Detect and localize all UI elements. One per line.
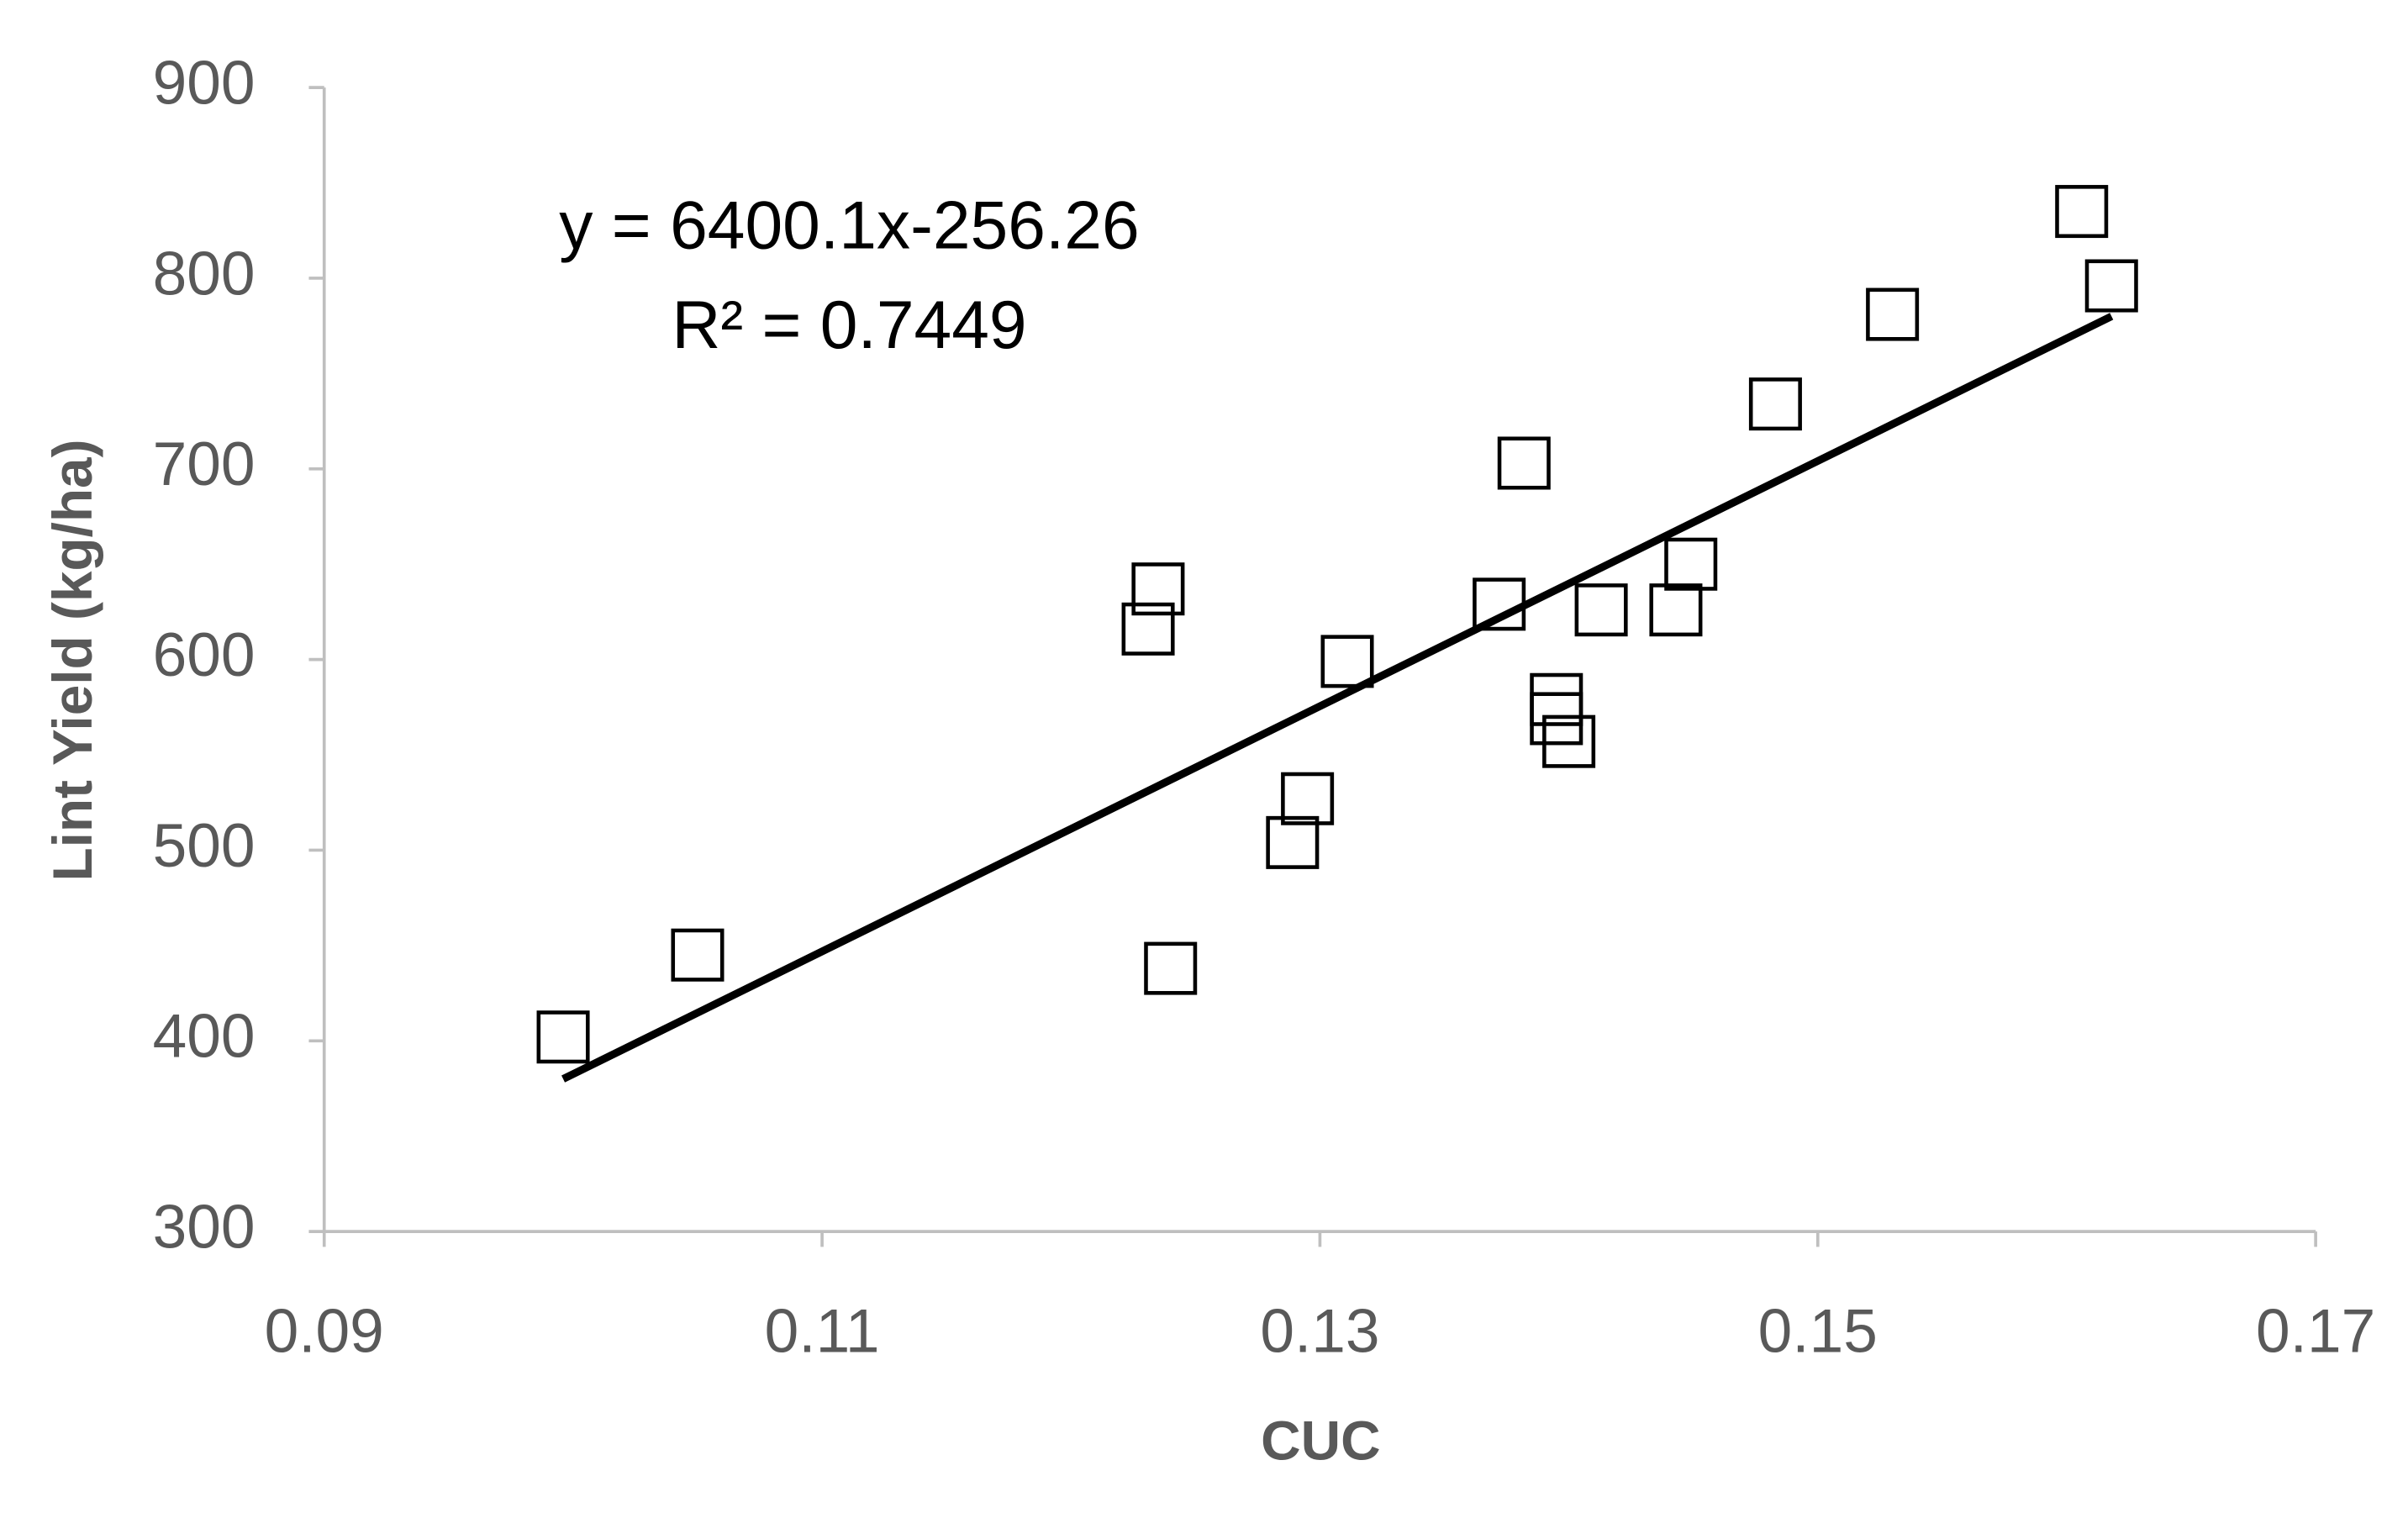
trendline xyxy=(561,313,2114,1083)
marker xyxy=(1542,714,1596,768)
marker xyxy=(2084,259,2138,313)
marker xyxy=(1473,577,1526,631)
marker xyxy=(1497,436,1551,490)
marker xyxy=(2055,185,2109,239)
x-axis-title: CUC xyxy=(1261,1409,1380,1471)
marker xyxy=(536,1010,590,1064)
marker xyxy=(1866,287,1920,341)
marker xyxy=(1144,941,1198,995)
marker xyxy=(1649,583,1703,637)
marker xyxy=(1281,772,1335,825)
marker xyxy=(1121,602,1175,656)
x-tick-label: 0.11 xyxy=(765,1298,880,1366)
x-tick-label: 0.13 xyxy=(1260,1298,1379,1366)
x-tick-label: 0.09 xyxy=(265,1298,384,1366)
y-axis-title: Lint Yield (kg/ha) xyxy=(41,440,103,882)
y-tick-label: 500 xyxy=(153,812,256,880)
marker xyxy=(1266,815,1320,869)
x-tick-label: 0.15 xyxy=(1758,1298,1878,1366)
y-tick-label: 700 xyxy=(153,430,256,498)
y-tick-label: 400 xyxy=(153,1003,256,1071)
marker xyxy=(1131,562,1185,616)
y-tick-label: 300 xyxy=(153,1193,256,1261)
y-tick-label: 800 xyxy=(153,240,256,308)
marker xyxy=(1664,537,1718,591)
equation: y = 6400.1x-256.26 xyxy=(559,187,1139,263)
r-squared: R² = 0.7449 xyxy=(672,287,1026,363)
y-tick-label: 600 xyxy=(153,621,256,689)
marker xyxy=(1748,377,1802,431)
marker xyxy=(1320,635,1374,688)
y-tick-label: 900 xyxy=(153,49,256,117)
x-tick-label: 0.17 xyxy=(2256,1298,2375,1366)
marker xyxy=(1574,583,1628,637)
marker xyxy=(671,928,725,982)
